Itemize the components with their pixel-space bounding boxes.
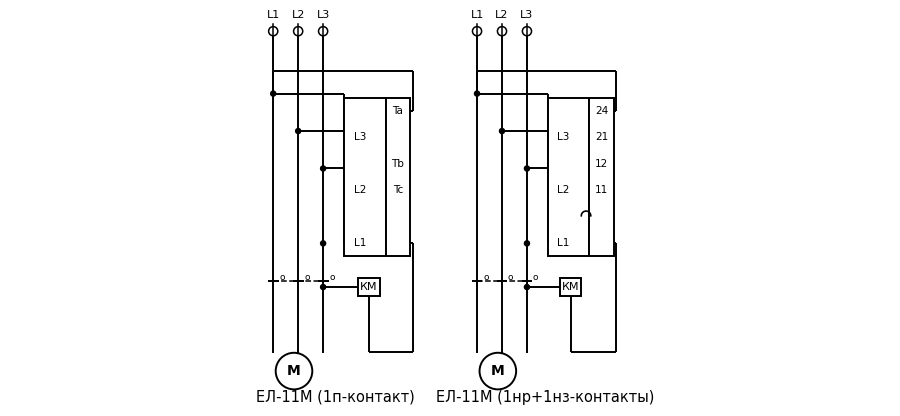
Text: 24: 24 — [595, 106, 608, 116]
Text: L3: L3 — [317, 10, 329, 20]
Circle shape — [474, 91, 480, 96]
Text: КМ: КМ — [562, 282, 580, 292]
Circle shape — [320, 285, 326, 290]
Text: 12: 12 — [595, 158, 608, 168]
Text: L1: L1 — [266, 10, 280, 20]
Text: о: о — [304, 273, 310, 282]
Text: Tb: Tb — [392, 158, 404, 168]
Text: L2: L2 — [292, 10, 305, 20]
Bar — [358, 278, 380, 296]
Text: Tc: Tc — [393, 185, 403, 195]
Text: М: М — [491, 364, 505, 378]
Text: L3: L3 — [557, 132, 570, 142]
Text: L2: L2 — [495, 10, 508, 20]
Text: L1: L1 — [471, 10, 483, 20]
Text: L3: L3 — [520, 10, 534, 20]
Bar — [548, 98, 590, 256]
Bar — [344, 98, 385, 256]
Text: 11: 11 — [595, 185, 608, 195]
Text: о: о — [279, 273, 284, 282]
Circle shape — [271, 91, 275, 96]
Text: ЕЛ-11М (1нр+1нз-контакты): ЕЛ-11М (1нр+1нз-контакты) — [436, 390, 655, 405]
Text: L1: L1 — [557, 238, 570, 248]
Text: L2: L2 — [354, 185, 366, 195]
Text: L2: L2 — [557, 185, 570, 195]
Text: М: М — [287, 364, 301, 378]
Bar — [560, 278, 581, 296]
Circle shape — [320, 241, 326, 246]
Circle shape — [525, 285, 529, 290]
Text: 21: 21 — [595, 132, 608, 142]
Text: L1: L1 — [354, 238, 366, 248]
Circle shape — [525, 166, 529, 171]
Text: ЕЛ-11М (1п-контакт): ЕЛ-11М (1п-контакт) — [256, 390, 415, 405]
Text: L3: L3 — [354, 132, 366, 142]
Text: о: о — [483, 273, 489, 282]
Circle shape — [295, 129, 301, 134]
Text: КМ: КМ — [360, 282, 378, 292]
Text: о: о — [329, 273, 335, 282]
Bar — [385, 98, 410, 256]
Bar — [590, 98, 615, 256]
Circle shape — [320, 166, 326, 171]
Circle shape — [525, 241, 529, 246]
Text: Ta: Ta — [392, 106, 403, 116]
Text: о: о — [533, 273, 538, 282]
Text: о: о — [508, 273, 514, 282]
Circle shape — [500, 129, 505, 134]
